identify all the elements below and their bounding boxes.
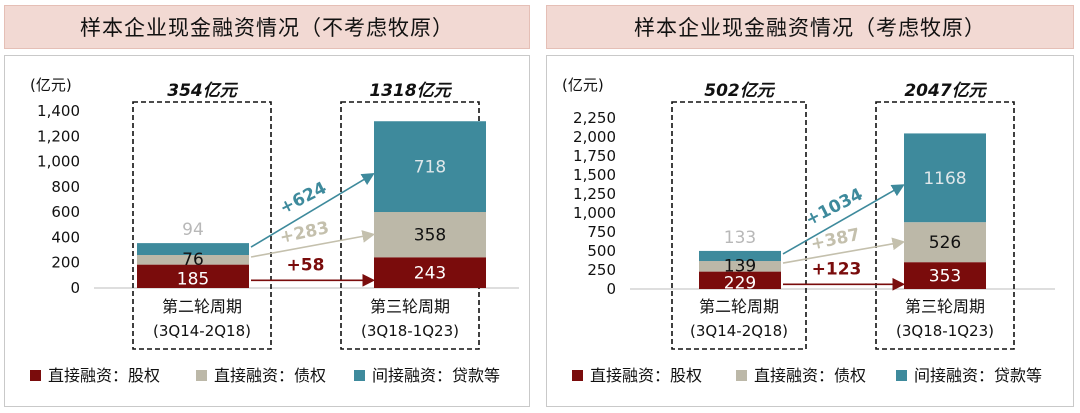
bar-segment-debt xyxy=(904,222,986,263)
bar-value-label: 358 xyxy=(414,226,446,246)
y-tick-label: 1,200 xyxy=(37,127,80,145)
y-tick-label: 1,000 xyxy=(573,204,616,222)
bar-value-label: 526 xyxy=(929,233,961,253)
legend-label-debt: 直接融资：债权 xyxy=(754,366,866,385)
change-label-loan: +624 xyxy=(277,178,331,218)
total-label: 502亿元 xyxy=(704,81,775,101)
y-tick-label: 250 xyxy=(587,261,616,279)
total-label: 2047亿元 xyxy=(904,81,987,101)
legend-label-equity: 直接融资：股权 xyxy=(48,366,160,385)
y-tick-label: 0 xyxy=(606,280,616,298)
bar-value-label: 94 xyxy=(182,220,204,240)
category-period: (3Q14-2Q18) xyxy=(690,322,788,340)
legend-label-loan: 间接融资：贷款等 xyxy=(914,366,1042,385)
bar-value-label: 185 xyxy=(177,269,209,289)
bar-segment-debt xyxy=(374,212,486,258)
category-period: (3Q14-2Q18) xyxy=(153,322,251,340)
y-tick-label: 1,500 xyxy=(573,166,616,184)
bar-segment-equity xyxy=(699,271,781,289)
bar-segment-equity xyxy=(137,264,249,288)
change-label-equity: +58 xyxy=(287,255,325,275)
y-tick-label: 1,250 xyxy=(573,185,616,203)
bar-value-label: 718 xyxy=(414,158,446,178)
chart-title-text: 样本企业现金融资情况（考虑牧原） xyxy=(634,16,986,40)
legend-swatch-loan xyxy=(896,370,907,381)
y-axis-unit: (亿元) xyxy=(30,76,72,94)
total-label: 1318亿元 xyxy=(369,81,452,101)
y-tick-label: 1,750 xyxy=(573,147,616,165)
total-label: 354亿元 xyxy=(167,81,238,101)
category-label: 第三轮周期 xyxy=(370,297,450,316)
legend-label-debt: 直接融资：债权 xyxy=(214,366,326,385)
bar-segment-loan xyxy=(699,250,781,262)
y-tick-label: 1,400 xyxy=(37,102,80,120)
bar-segment-loan xyxy=(904,133,986,223)
legend-label-equity: 直接融资：股权 xyxy=(590,366,702,385)
category-period: (3Q18-1Q23) xyxy=(361,322,459,340)
category-label: 第二轮周期 xyxy=(699,297,779,316)
change-arrow-loan xyxy=(250,172,375,248)
period-dashed-box xyxy=(340,101,480,350)
chart-panel-left: 样本企业现金融资情况（不考虑牧原） (亿元) 0 200 400 600 800 1,000… xyxy=(4,0,530,413)
bar-segment-debt xyxy=(699,261,781,272)
legend-swatch-equity xyxy=(572,370,583,381)
y-tick-label: 600 xyxy=(51,203,80,221)
legend-swatch-loan xyxy=(354,370,365,381)
period-dashed-box xyxy=(875,101,1015,350)
y-tick-label: 200 xyxy=(51,254,80,272)
bar-segment-equity xyxy=(374,257,486,288)
legend-swatch-debt xyxy=(196,370,207,381)
category-label: 第三轮周期 xyxy=(905,297,985,316)
y-tick-label: 2,250 xyxy=(573,109,616,127)
bar-segment-equity xyxy=(904,262,986,289)
change-label-loan: +1034 xyxy=(802,184,866,230)
chart-title-text: 样本企业现金融资情况（不考虑牧原） xyxy=(80,16,454,40)
y-tick-label: 0 xyxy=(70,279,80,297)
y-axis-unit: (亿元) xyxy=(562,76,604,94)
bar-value-label: 1168 xyxy=(923,169,966,189)
y-tick-label: 1,000 xyxy=(37,153,80,171)
bar-value-label: 139 xyxy=(724,256,756,276)
bar-segment-debt xyxy=(137,255,249,265)
bar-segment-loan xyxy=(137,243,249,256)
legend-swatch-equity xyxy=(30,370,41,381)
y-tick-label: 750 xyxy=(587,223,616,241)
bar-segment-loan xyxy=(374,121,486,213)
bar-value-label: 76 xyxy=(182,250,204,270)
chart-title: 样本企业现金融资情况（不考虑牧原） xyxy=(4,5,530,49)
y-tick-label: 500 xyxy=(587,242,616,260)
legend-swatch-debt xyxy=(736,370,747,381)
bar-value-label: 229 xyxy=(724,273,756,293)
category-label: 第二轮周期 xyxy=(162,297,242,316)
chart-title: 样本企业现金融资情况（考虑牧原） xyxy=(546,5,1074,49)
y-tick-label: 800 xyxy=(51,178,80,196)
bar-value-label: 133 xyxy=(724,228,756,248)
bar-value-label: 353 xyxy=(929,267,961,287)
chart-panel-right: 样本企业现金融资情况（考虑牧原） (亿元) 0 250 500 750 1,000 1,25… xyxy=(546,0,1074,413)
category-period: (3Q18-1Q23) xyxy=(896,322,994,340)
legend-label-loan: 间接融资：贷款等 xyxy=(372,366,500,385)
y-tick-label: 400 xyxy=(51,228,80,246)
period-dashed-box xyxy=(132,101,272,350)
bar-value-label: 243 xyxy=(414,264,446,284)
financing-chart-incl-muyuan: (亿元)02505007501,0001,2501,5001,7502,0002… xyxy=(562,76,1055,385)
period-dashed-box xyxy=(671,101,807,350)
change-label-equity: +123 xyxy=(812,259,862,279)
change-arrow-debt xyxy=(250,230,376,258)
change-arrow-loan xyxy=(782,184,905,255)
y-tick-label: 2,000 xyxy=(573,128,616,146)
change-arrow-debt xyxy=(782,237,906,264)
